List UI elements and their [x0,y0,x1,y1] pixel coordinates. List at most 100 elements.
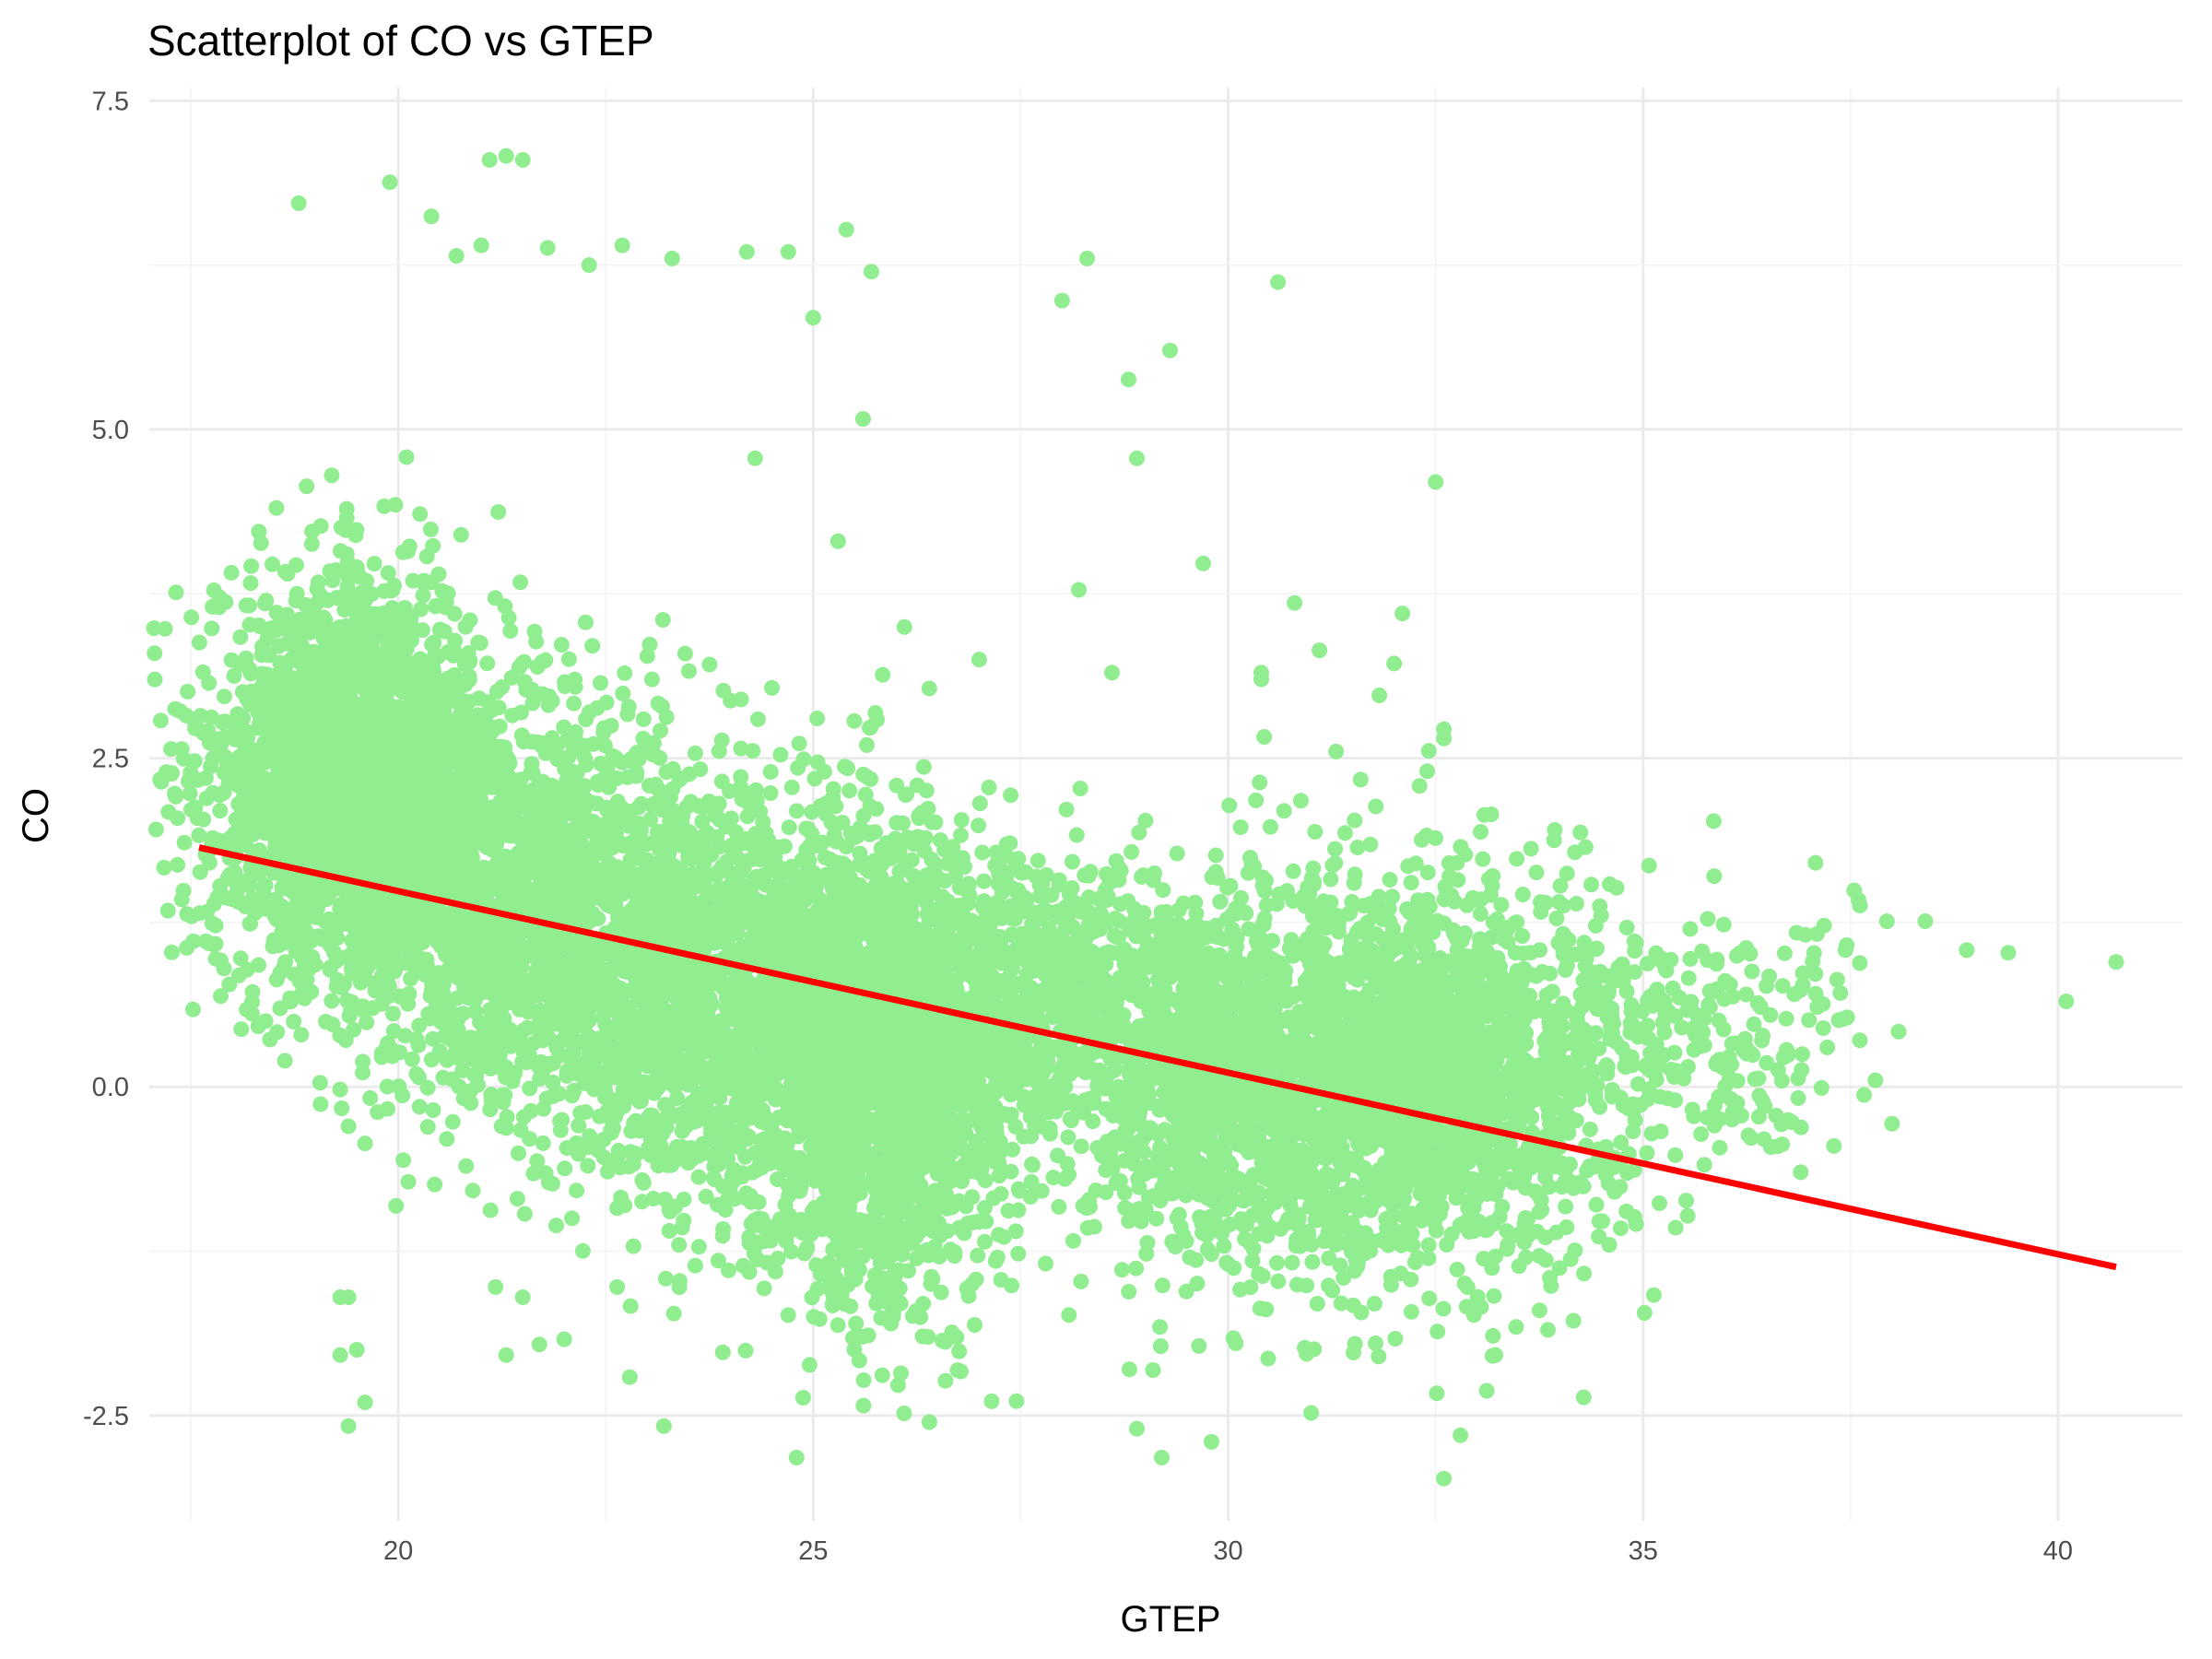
scatter-point [499,1109,515,1125]
scatter-point [293,1027,310,1043]
scatter-point [298,707,314,724]
scatter-point [711,743,727,759]
scatter-point [416,771,432,787]
scatter-point [272,654,288,671]
scatter-point [500,771,516,788]
scatter-point [500,751,517,768]
scatter-point [232,950,249,967]
scatter-point [368,918,383,935]
scatter-point [326,922,343,938]
scatter-point [549,751,566,768]
scatter-point [419,666,436,683]
scatter-point [411,1099,428,1115]
scatter-point [204,834,220,851]
scatter-point [512,799,529,816]
scatter-point [312,744,328,760]
scatter-point [634,1171,651,1188]
scatter-point [296,990,312,1006]
scatter-point [405,572,421,589]
scatter-point [156,859,172,876]
scatter-point [182,785,198,802]
scatter-point [406,745,423,761]
scatter-point [461,693,477,710]
scatter-point [643,671,660,688]
scatter-point [472,635,488,652]
scatter-point [452,771,468,787]
scatter-point [168,584,184,601]
scatter-point [490,504,507,520]
scatter-point [391,699,407,715]
scatter-point [577,614,594,630]
scatter-point [418,687,435,703]
scatter-point [272,776,288,793]
chart-title: Scatterplot of CO vs GTEP [147,17,654,65]
scatter-point [213,988,229,1005]
scatter-point [565,1054,582,1071]
scatter-point [322,563,338,580]
scatter-point [355,1065,371,1081]
scatter-point [518,823,535,840]
scatter-point [349,964,366,981]
scatter-point [566,695,582,712]
scatter-point [537,782,554,799]
scatter-point [325,944,342,960]
scatter-point [185,933,202,949]
scatter-point [362,739,379,755]
scatter-point [379,845,395,862]
scatter-point [559,732,575,748]
scatter-point [414,622,430,639]
scatter-point [212,803,229,819]
scatter-point [526,623,543,640]
scatter-point [269,734,286,750]
scatter-point [424,723,441,738]
scatter-point [274,717,290,734]
scatter-point [401,538,418,555]
scatter-point [457,618,474,635]
scatter-point [198,790,215,806]
scatter-point [307,607,323,624]
scatter-point [180,683,196,700]
scatter-point [444,1113,461,1130]
scatter-point [450,1011,466,1028]
scatter-point [497,598,513,615]
scatter-point [403,971,419,987]
scatter-point [400,1173,417,1190]
scatter-point [641,636,658,653]
scatter-point [422,703,439,720]
scatter-point [337,1032,354,1048]
scatter-point [379,1078,395,1095]
scatter-point [418,834,434,851]
scatter-point [381,732,397,748]
scatter-point [318,1014,334,1030]
scatter-point [424,863,441,879]
scatter-point [262,818,278,835]
scatter-point [388,1197,405,1214]
scatter-point [445,929,462,946]
scatter-point [170,856,186,873]
scatter-point [749,711,766,727]
scatter-point [412,800,429,817]
scatter-point [241,773,257,790]
scatter-point [147,821,164,838]
scatter-point [430,798,447,814]
scatter-point [322,793,338,809]
scatter-point [191,634,207,651]
scatter-point [333,519,349,535]
scatter-point [609,1279,626,1295]
scatter-point [383,865,399,882]
scatter-point [200,723,217,739]
scatter-point [207,917,224,934]
scatter-point [598,694,615,711]
scatter-point [221,890,238,907]
scatter-point [448,1047,465,1064]
scatter-point [248,817,265,833]
scatter-point [147,671,163,688]
scatter-point [173,891,190,908]
scatter-point [590,774,606,791]
scatter-point [447,693,464,710]
scatter-point [368,667,384,683]
scatter-point [378,813,394,830]
scatter-point [303,535,320,552]
scatter-point [528,795,545,812]
scatter-point [561,770,578,786]
